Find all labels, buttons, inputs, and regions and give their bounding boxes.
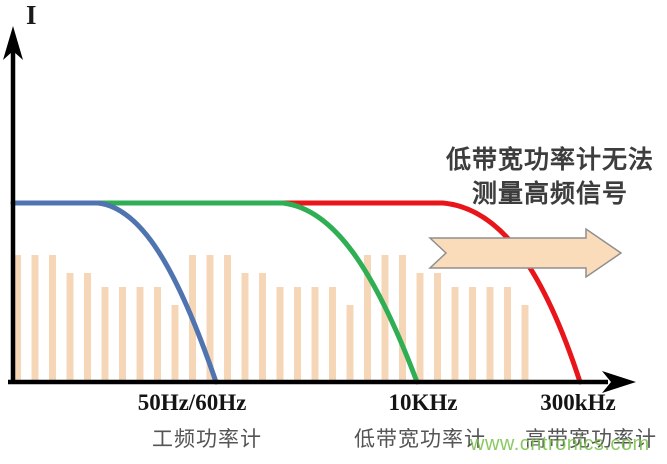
y-axis-arrowhead-icon <box>3 26 23 60</box>
harmonic-bar <box>276 287 284 382</box>
x-tick-300khz: 300kHz <box>540 390 616 415</box>
harmonic-bar <box>14 255 21 382</box>
harmonic-bar <box>119 287 126 382</box>
curve-low-bandwidth-meter <box>10 200 420 385</box>
label-high-bandwidth-meter: 高带宽功率计 <box>525 428 657 451</box>
harmonic-bar <box>171 305 179 382</box>
harmonic-bar <box>259 273 266 382</box>
harmonic-bar <box>84 273 91 382</box>
y-axis <box>3 26 23 384</box>
harmonic-bar <box>329 287 336 382</box>
curve-power-frequency-meter <box>10 200 219 385</box>
x-axis-arrowhead-icon <box>602 371 636 393</box>
harmonic-bar <box>434 273 441 382</box>
harmonic-bar <box>136 287 144 382</box>
harmonic-bar <box>381 255 389 382</box>
site-watermark: www.cntronics.com <box>470 433 650 455</box>
harmonic-bars <box>14 255 529 382</box>
harmonic-bar <box>521 305 529 382</box>
label-power-frequency-meter: 工频功率计 <box>152 428 262 451</box>
x-axis <box>8 371 636 393</box>
harmonic-bar <box>66 273 74 382</box>
harmonic-bar <box>49 255 56 382</box>
x-tick-50hz-60hz: 50Hz/60Hz <box>137 390 247 415</box>
harmonic-bar <box>451 287 459 382</box>
annotation-text: 低带宽功率计无法 测量高频信号 <box>446 144 654 212</box>
y-axis-label: I <box>26 0 37 30</box>
label-low-bandwidth-meter: 低带宽功率计 <box>354 428 486 451</box>
harmonic-bar <box>154 287 161 382</box>
harmonic-bar <box>311 287 319 382</box>
harmonic-bar <box>224 255 231 382</box>
x-tick-10khz: 10KHz <box>388 390 458 415</box>
harmonic-bar <box>294 287 301 382</box>
harmonic-bar <box>364 255 371 382</box>
harmonic-bar <box>469 287 476 382</box>
harmonic-bar <box>31 255 39 382</box>
harmonic-bar <box>346 305 354 382</box>
harmonic-bar <box>206 255 214 382</box>
harmonic-bar <box>241 273 249 382</box>
annotation-line1: 低带宽功率计无法 <box>445 146 655 174</box>
harmonic-bar <box>416 273 424 382</box>
harmonic-bar <box>399 255 406 382</box>
annotation-line2: 测量高频信号 <box>471 179 629 208</box>
flow-right-arrow-icon <box>428 227 623 279</box>
harmonic-bar <box>486 287 494 382</box>
harmonic-bar <box>101 287 109 382</box>
harmonic-bar <box>504 287 511 382</box>
